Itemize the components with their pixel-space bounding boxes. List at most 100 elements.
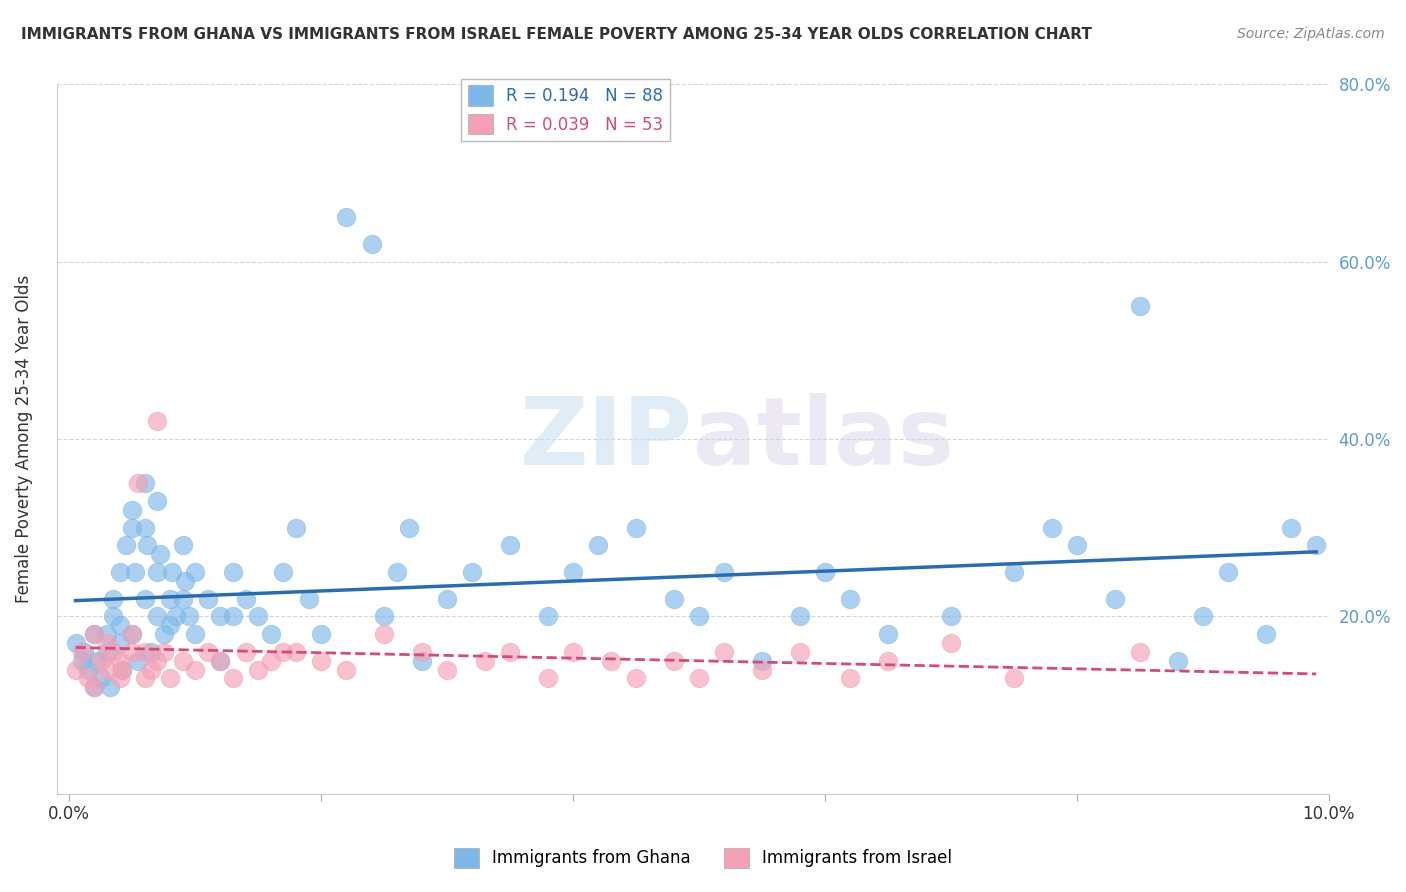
Point [624,521,647,535]
Point [373,609,395,624]
Point [562,645,585,659]
Point [713,565,735,579]
Point [96,627,118,641]
Point [98,681,121,695]
Point [134,591,156,606]
Point [839,672,862,686]
Point [1191,609,1213,624]
Point [146,414,169,428]
Point [111,663,134,677]
Point [789,609,811,624]
Point [209,654,232,668]
Point [108,618,131,632]
Point [713,645,735,659]
Point [159,672,181,686]
Point [260,654,283,668]
Point [96,645,118,659]
Point [146,654,169,668]
Point [146,494,169,508]
Text: atlas: atlas [693,393,953,485]
Point [411,645,433,659]
Point [624,672,647,686]
Point [73,645,96,659]
Point [222,672,245,686]
Point [86,654,108,668]
Point [688,672,710,686]
Point [499,538,522,552]
Point [1305,538,1327,552]
Point [247,663,270,677]
Point [77,672,100,686]
Point [83,681,105,695]
Point [1104,591,1126,606]
Point [197,591,219,606]
Point [152,645,174,659]
Point [411,654,433,668]
Point [165,609,187,624]
Point [177,609,200,624]
Point [385,565,408,579]
Y-axis label: Female Poverty Among 25-34 Year Olds: Female Poverty Among 25-34 Year Olds [15,275,32,603]
Point [297,591,319,606]
Point [134,672,156,686]
Point [1129,299,1152,313]
Point [1167,654,1189,668]
Point [436,663,458,677]
Point [96,636,118,650]
Point [90,654,112,668]
Point [562,565,585,579]
Point [127,654,149,668]
Point [65,636,87,650]
Point [83,627,105,641]
Point [103,609,125,624]
Point [124,565,146,579]
Point [139,663,162,677]
Point [108,636,131,650]
Point [273,645,295,659]
Point [172,654,194,668]
Point [103,591,125,606]
Point [174,574,197,588]
Point [121,627,143,641]
Point [662,591,685,606]
Point [209,609,232,624]
Point [139,645,162,659]
Point [162,565,184,579]
Point [1002,672,1025,686]
Point [159,591,181,606]
Point [789,645,811,659]
Point [121,503,143,517]
Point [77,663,100,677]
Legend: R = 0.194   N = 88, R = 0.039   N = 53: R = 0.194 N = 88, R = 0.039 N = 53 [461,78,669,141]
Point [235,645,257,659]
Point [108,565,131,579]
Point [108,654,131,668]
Point [373,627,395,641]
Point [537,672,560,686]
Point [172,538,194,552]
Point [1216,565,1239,579]
Point [814,565,837,579]
Point [247,609,270,624]
Point [172,591,194,606]
Point [65,663,87,677]
Point [309,654,332,668]
Point [235,591,257,606]
Point [108,672,131,686]
Point [121,627,143,641]
Point [939,609,962,624]
Text: Source: ZipAtlas.com: Source: ZipAtlas.com [1237,27,1385,41]
Point [90,672,112,686]
Point [284,521,307,535]
Point [134,521,156,535]
Point [284,645,307,659]
Point [751,654,773,668]
Point [111,663,134,677]
Point [146,565,169,579]
Point [474,654,496,668]
Point [273,565,295,579]
Point [1254,627,1277,641]
Point [152,627,174,641]
Point [599,654,621,668]
Point [184,663,207,677]
